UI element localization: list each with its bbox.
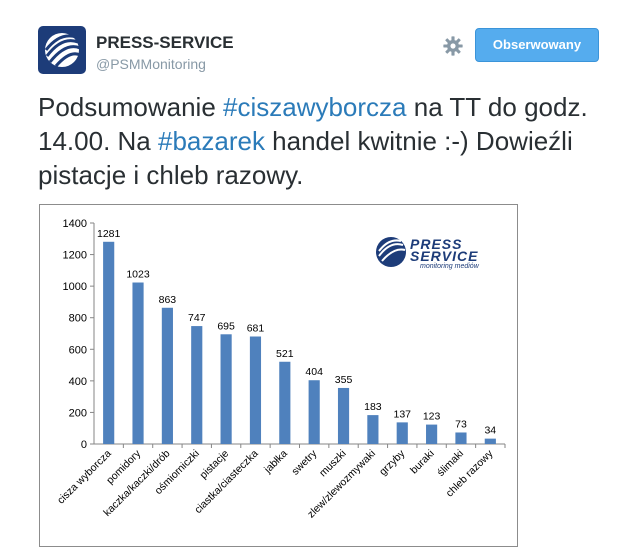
data-label: 681	[247, 322, 265, 334]
data-label: 521	[276, 348, 294, 360]
data-label: 137	[393, 408, 411, 420]
bar	[220, 334, 232, 444]
data-label: 1281	[97, 228, 121, 240]
follow-button[interactable]: Obserwowany	[475, 28, 599, 62]
y-tick-label: 200	[69, 407, 87, 419]
category-label: buraki	[408, 448, 437, 477]
data-label: 1023	[126, 269, 150, 281]
hashtag-link[interactable]: #bazarek	[157, 126, 265, 156]
tweet-text-part: Podsumowanie	[38, 92, 223, 122]
bar	[249, 336, 262, 444]
logo-text: PRESS	[410, 236, 463, 252]
data-label: 355	[335, 374, 353, 386]
account-handle[interactable]: @PSMMonitoring	[96, 56, 206, 72]
y-tick-label: 0	[81, 439, 87, 451]
data-label: 695	[217, 320, 235, 332]
tweet-header: PRESS-SERVICE @PSMMonitoring Obserwowany	[38, 26, 599, 78]
tweet-text-part: handel kwitnie :-) Dowieźli pistacje i c…	[38, 126, 573, 190]
bar	[308, 380, 320, 444]
avatar[interactable]	[38, 26, 86, 74]
y-tick-label: 1200	[63, 250, 87, 262]
account-name[interactable]: PRESS-SERVICE	[96, 33, 234, 52]
bar	[279, 361, 291, 444]
y-tick-label: 1000	[63, 281, 87, 293]
data-label: 73	[455, 418, 467, 430]
category-label: grzyby	[377, 447, 408, 478]
y-tick-label: 800	[69, 313, 87, 325]
press-service-logo-icon	[44, 33, 81, 67]
bar	[455, 432, 467, 444]
chart-logo: PRESS SERVICE monitoring mediów	[374, 235, 486, 275]
category-label: jabłka	[261, 448, 290, 477]
bar	[484, 438, 496, 444]
data-label: 747	[188, 312, 206, 324]
bar	[426, 424, 438, 444]
data-label: 404	[305, 366, 323, 378]
data-label: 863	[159, 294, 177, 306]
bar	[103, 241, 115, 444]
hashtag-link[interactable]: #ciszawyborcza	[223, 92, 407, 122]
bar	[161, 307, 173, 444]
bar	[337, 387, 350, 444]
bar	[396, 422, 408, 444]
press-service-logo-icon	[376, 237, 406, 267]
tweet-text: Podsumowanie #ciszawyborcza na TT do god…	[38, 90, 598, 192]
y-tick-label: 400	[69, 376, 87, 388]
tweet-text-part: na TT do godz. 14.00. Na	[38, 92, 588, 156]
logo-text: SERVICE	[410, 248, 479, 264]
data-label: 34	[484, 425, 496, 437]
data-label: 123	[423, 411, 441, 423]
y-tick-label: 1400	[63, 218, 87, 230]
data-label: 183	[364, 401, 382, 413]
bar	[367, 415, 379, 444]
logo-subtext: monitoring mediów	[420, 263, 479, 270]
bar	[191, 326, 203, 444]
y-tick-label: 600	[69, 344, 87, 356]
category-label: swetry	[289, 447, 319, 477]
bar	[132, 282, 144, 444]
gear-icon[interactable]	[442, 35, 464, 57]
chart-image[interactable]: 0 200 400 600 800 1000 1200 1400 1281 cisza wybor…	[39, 204, 518, 547]
